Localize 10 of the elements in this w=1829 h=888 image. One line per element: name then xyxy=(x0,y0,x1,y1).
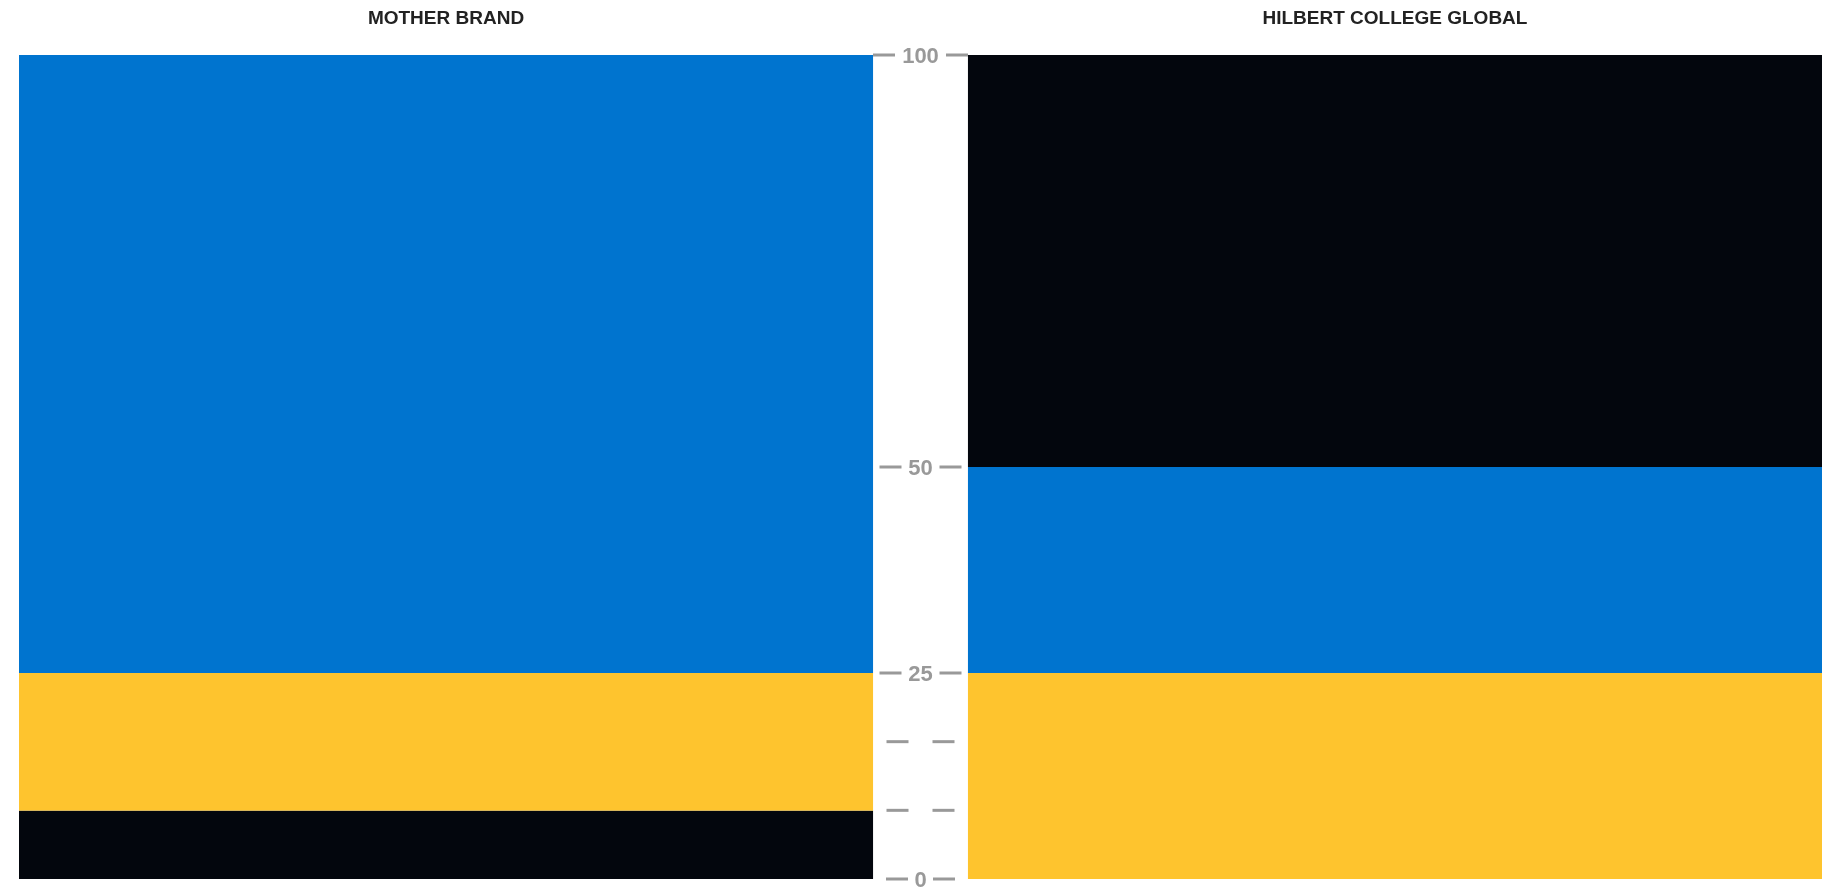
y-tick-label: 50 xyxy=(908,454,933,480)
x-tick-label: MOTHER BRAND xyxy=(367,7,525,28)
tick-dashes: 100 xyxy=(873,42,968,68)
tick-dashes: 25 xyxy=(879,660,962,686)
y-tick-label: 100 xyxy=(902,42,939,68)
tick-dashes: 50 xyxy=(879,454,962,480)
x-tick-label: HILBERT COLLEGE GLOBAL xyxy=(1262,7,1528,28)
tick-dashes: 0 xyxy=(886,866,955,888)
y-tick-label: 0 xyxy=(914,866,927,888)
y-tick-label: 25 xyxy=(908,660,933,686)
